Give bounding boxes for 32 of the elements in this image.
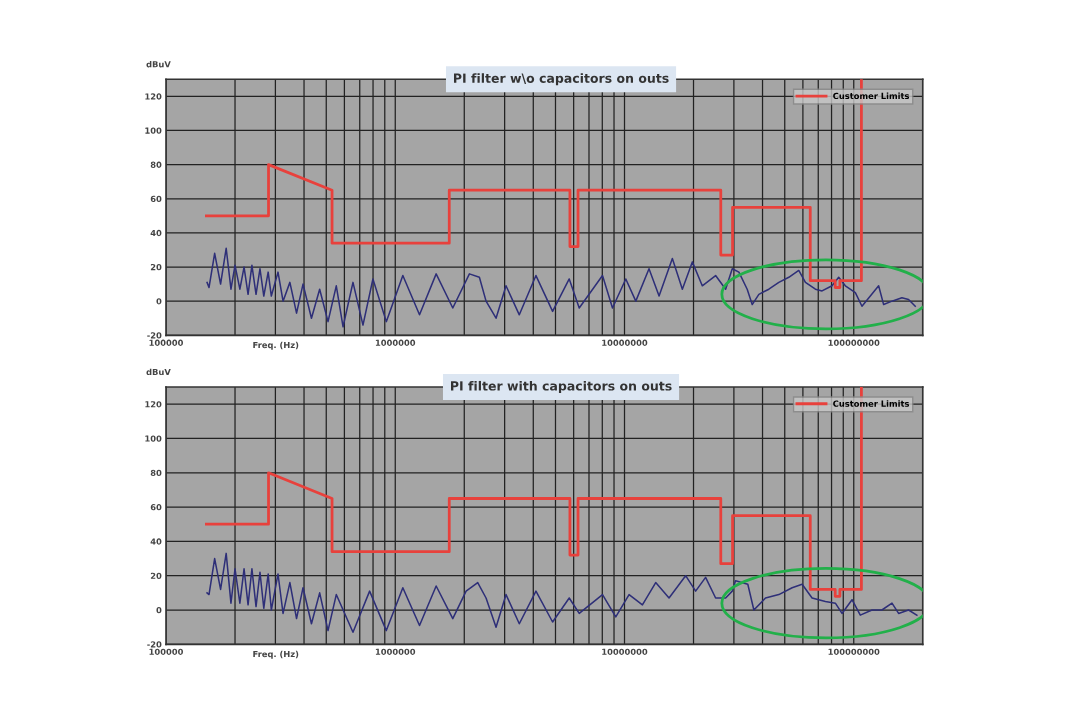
x-tick-label: 10000000 [602, 339, 648, 346]
y-axis-title: dBuV [146, 368, 171, 376]
x-tick-label: 100000000 [828, 339, 880, 346]
y-tick-label: 100 [145, 435, 162, 442]
y-tick-label: 40 [150, 538, 162, 545]
y-tick-label: 120 [145, 401, 162, 408]
y-tick-label: 120 [145, 93, 162, 100]
x-tick-label: 10000000 [602, 648, 648, 655]
y-tick-label: 40 [150, 229, 162, 237]
x-axis-title: Freq. (Hz) [253, 341, 299, 350]
x-tick-label: 100000 [149, 339, 184, 346]
y-tick-label: 0 [156, 606, 162, 614]
x-axis-title: Freq. (Hz) [253, 650, 299, 659]
x-tick-label: 1000000 [375, 339, 416, 346]
x-tick-label: 100000000 [828, 648, 880, 655]
y-tick-label: 20 [150, 264, 162, 271]
y-tick-label: 80 [150, 161, 162, 168]
chart-title: PI filter w\o capacitors on outs [454, 73, 669, 86]
legend-label: Customer Limits [833, 92, 910, 100]
legend-label: Customer Limits [833, 400, 910, 407]
y-tick-label: 60 [150, 195, 162, 203]
x-tick-label: 1000000 [375, 648, 416, 655]
y-tick-label: -20 [147, 332, 162, 339]
chart-title: PI filter with capacitors on outs [451, 380, 672, 394]
x-tick-label: 100000 [149, 648, 184, 655]
y-tick-label: 60 [150, 504, 162, 511]
y-tick-label: 20 [150, 572, 162, 579]
y-tick-label: 80 [150, 469, 162, 477]
y-axis-title: dBuV [146, 60, 171, 68]
y-tick-label: 100 [145, 127, 162, 134]
y-tick-label: 0 [156, 298, 162, 305]
y-tick-label: -20 [147, 641, 162, 648]
